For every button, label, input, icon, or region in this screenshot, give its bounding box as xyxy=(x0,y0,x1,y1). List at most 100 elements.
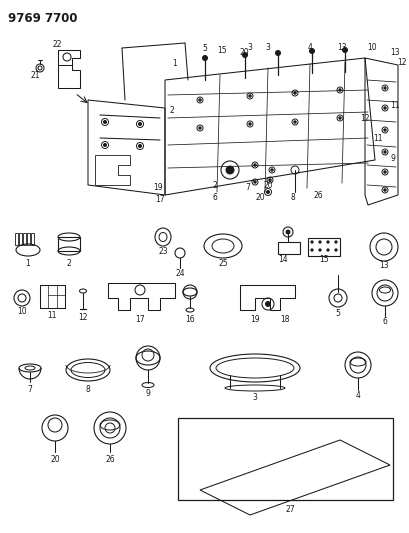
Circle shape xyxy=(242,52,247,58)
Text: 5: 5 xyxy=(202,44,207,52)
Text: 11: 11 xyxy=(389,101,399,109)
Circle shape xyxy=(383,151,385,153)
Text: 13: 13 xyxy=(389,47,399,56)
Circle shape xyxy=(268,179,270,181)
Text: 20: 20 xyxy=(50,456,60,464)
Circle shape xyxy=(285,230,289,234)
Text: 4: 4 xyxy=(307,43,312,52)
Text: 3: 3 xyxy=(252,393,257,402)
Text: 23: 23 xyxy=(158,247,167,256)
Bar xyxy=(19,233,22,245)
Text: 9: 9 xyxy=(390,154,394,163)
Text: 8: 8 xyxy=(85,385,90,394)
Text: 25: 25 xyxy=(218,259,227,268)
Circle shape xyxy=(326,249,328,251)
Text: 12: 12 xyxy=(396,58,406,67)
Text: 20: 20 xyxy=(254,193,264,203)
Text: 20: 20 xyxy=(238,47,248,56)
Circle shape xyxy=(253,181,256,183)
Text: 1: 1 xyxy=(172,59,177,68)
Text: 18: 18 xyxy=(280,316,289,325)
Circle shape xyxy=(202,55,207,61)
Text: 7: 7 xyxy=(27,385,32,394)
Text: 15: 15 xyxy=(319,255,328,264)
Text: 3: 3 xyxy=(247,43,252,52)
Circle shape xyxy=(265,302,270,306)
Text: 17: 17 xyxy=(155,196,164,205)
Text: 1: 1 xyxy=(25,259,30,268)
Circle shape xyxy=(318,241,320,243)
Text: 16: 16 xyxy=(185,316,194,325)
Text: 6: 6 xyxy=(212,192,217,201)
Circle shape xyxy=(248,123,251,125)
Text: 7: 7 xyxy=(245,183,250,192)
Circle shape xyxy=(248,95,251,97)
Circle shape xyxy=(198,127,201,129)
Text: 9769 7700: 9769 7700 xyxy=(8,12,77,25)
Text: 27: 27 xyxy=(285,505,294,514)
Circle shape xyxy=(293,121,295,123)
Text: 9: 9 xyxy=(145,390,150,399)
Text: 4: 4 xyxy=(355,392,360,400)
Circle shape xyxy=(318,249,320,251)
Circle shape xyxy=(334,249,336,251)
Text: 2: 2 xyxy=(66,260,71,269)
Bar xyxy=(23,233,26,245)
Text: 20: 20 xyxy=(263,181,272,190)
Circle shape xyxy=(310,241,312,243)
Circle shape xyxy=(103,143,106,147)
Text: 11: 11 xyxy=(372,133,382,142)
Circle shape xyxy=(198,99,201,101)
Circle shape xyxy=(275,51,280,55)
Bar xyxy=(31,233,34,245)
Circle shape xyxy=(383,107,385,109)
Text: 21: 21 xyxy=(30,70,40,79)
Circle shape xyxy=(338,89,340,91)
Circle shape xyxy=(383,87,385,89)
Bar xyxy=(277,242,299,254)
Circle shape xyxy=(138,123,141,125)
Bar xyxy=(58,237,80,251)
Circle shape xyxy=(266,190,269,193)
Bar xyxy=(27,233,30,245)
Circle shape xyxy=(103,120,106,124)
Circle shape xyxy=(225,166,234,174)
Text: 13: 13 xyxy=(378,261,388,270)
Text: 22: 22 xyxy=(52,39,62,49)
Text: 10: 10 xyxy=(17,308,27,317)
Circle shape xyxy=(270,169,272,171)
Text: 11: 11 xyxy=(47,311,56,320)
Circle shape xyxy=(310,249,312,251)
Text: 6: 6 xyxy=(382,318,387,327)
Text: 2: 2 xyxy=(169,106,174,115)
Text: 13: 13 xyxy=(336,43,346,52)
Text: 24: 24 xyxy=(175,269,184,278)
Text: 26: 26 xyxy=(312,190,322,199)
Circle shape xyxy=(293,92,295,94)
Text: 14: 14 xyxy=(278,255,287,264)
Text: 3: 3 xyxy=(265,43,270,52)
Text: 19: 19 xyxy=(249,316,259,325)
Circle shape xyxy=(326,241,328,243)
Text: 8: 8 xyxy=(290,193,294,203)
Text: 2: 2 xyxy=(212,181,217,190)
Circle shape xyxy=(338,117,340,119)
Circle shape xyxy=(383,189,385,191)
Text: 12: 12 xyxy=(78,313,88,322)
Circle shape xyxy=(334,241,336,243)
Circle shape xyxy=(342,47,347,52)
Circle shape xyxy=(309,49,314,53)
Text: 26: 26 xyxy=(105,456,115,464)
Bar xyxy=(15,233,18,245)
Text: 12: 12 xyxy=(360,114,369,123)
Bar xyxy=(178,418,392,500)
Text: 5: 5 xyxy=(335,310,339,319)
Text: 10: 10 xyxy=(366,43,376,52)
Text: 19: 19 xyxy=(153,183,162,192)
Circle shape xyxy=(383,129,385,131)
Text: 17: 17 xyxy=(135,316,144,325)
Bar xyxy=(307,238,339,256)
Circle shape xyxy=(138,144,141,148)
Circle shape xyxy=(383,171,385,173)
Text: 15: 15 xyxy=(217,45,226,54)
